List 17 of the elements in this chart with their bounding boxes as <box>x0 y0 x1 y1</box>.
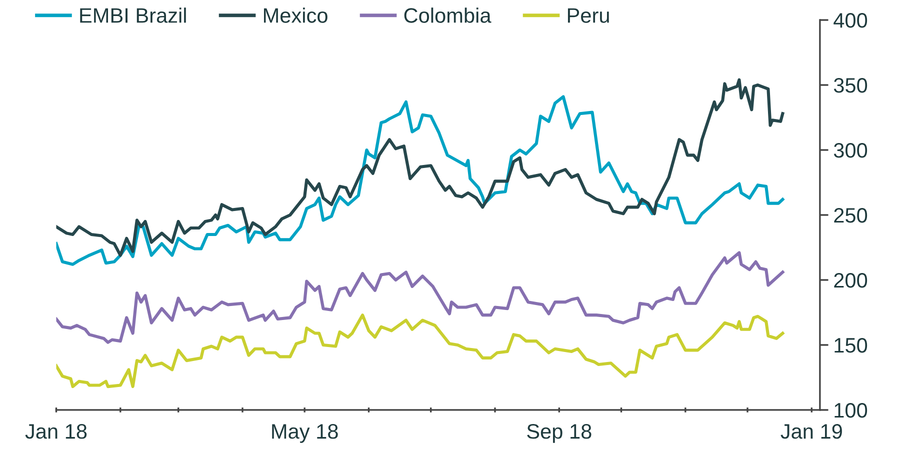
y-tick-label: 300 <box>834 143 868 158</box>
legend-label: Mexico <box>264 8 328 23</box>
y-tick-label: 400 <box>834 13 868 28</box>
legend-label: Peru <box>568 8 609 23</box>
y-tick-label: 350 <box>834 78 868 93</box>
legend-label: EMBI Brazil <box>80 8 186 23</box>
y-tick-label: 250 <box>834 208 868 223</box>
y-tick-label: 150 <box>834 338 868 353</box>
y-tick-label: 200 <box>834 272 868 288</box>
x-tick-label: Sep 18 <box>527 424 592 443</box>
legend-label: Colombia <box>404 8 492 23</box>
x-tick-label: Jan 18 <box>25 424 87 439</box>
x-tick-label: Jan 19 <box>780 424 842 439</box>
line-series <box>56 314 784 388</box>
x-tick-label: May 18 <box>272 424 338 443</box>
line-series <box>56 251 784 344</box>
y-tick-label: 100 <box>834 402 868 418</box>
